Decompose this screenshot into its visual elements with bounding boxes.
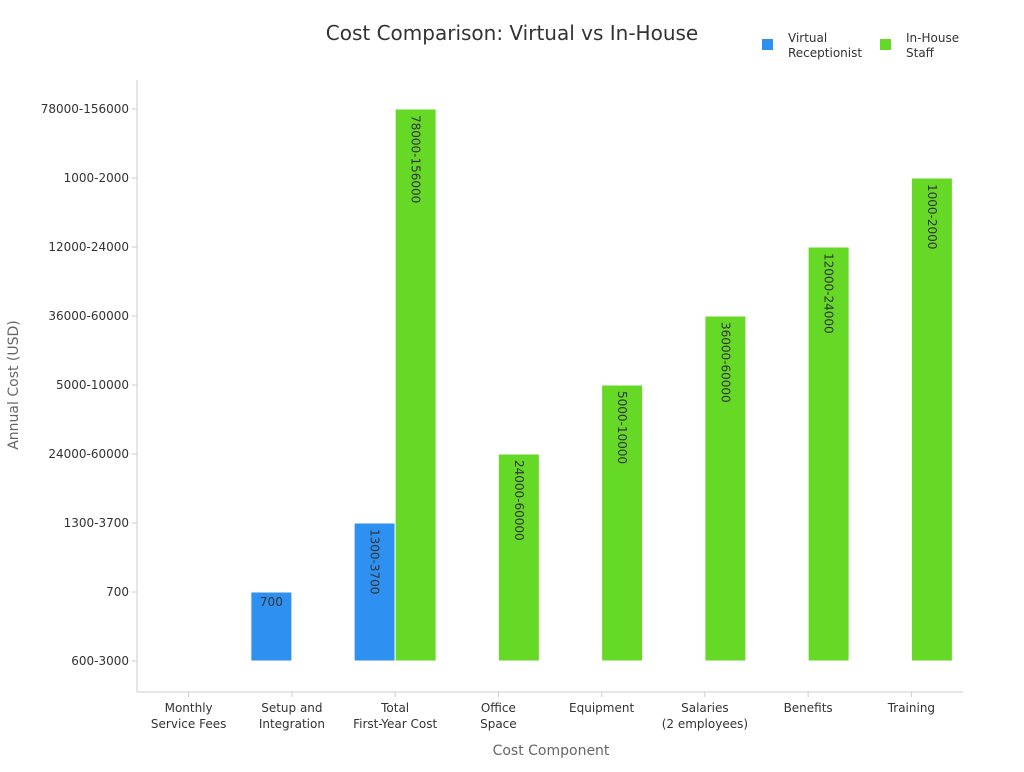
legend-swatch: [880, 39, 891, 50]
bar-inhouse: [497, 453, 540, 662]
y-tick-label: 78000-156000: [41, 102, 129, 116]
legend-label: Virtual Receptionist: [788, 31, 862, 60]
x-tick-label: Salaries (2 employees): [662, 701, 748, 731]
x-axis-label: Cost Component: [493, 743, 610, 759]
x-tick-label: Office Space: [480, 701, 517, 731]
bar-inhouse: [394, 108, 437, 662]
y-tick-label: 12000-24000: [48, 240, 129, 254]
bar-inhouse: [704, 315, 747, 662]
bar-value-label: 24000-60000: [512, 460, 526, 541]
chart-title: Cost Comparison: Virtual vs In-House: [326, 21, 698, 45]
y-tick-label: 1000-2000: [64, 171, 129, 185]
y-tick-label: 5000-10000: [56, 378, 129, 392]
bar-value-label: 5000-10000: [615, 391, 629, 464]
bar-value-label: 78000-156000: [409, 115, 423, 203]
bar-inhouse: [807, 246, 850, 662]
legend: Virtual Receptionist In-House Staff: [762, 31, 959, 60]
y-axis-ticks: 600-3000 700 1300-3700 24000-60000 5000-1000…: [41, 102, 137, 668]
y-tick-label: 700: [106, 585, 129, 599]
x-tick-label: Total First-Year Cost: [353, 701, 437, 731]
x-tick-label: Monthly Service Fees: [151, 701, 226, 731]
bar-inhouse: [601, 384, 644, 662]
legend-label: In-House Staff: [906, 31, 959, 60]
axes: [136, 80, 963, 693]
bar-value-label: 36000-60000: [718, 322, 732, 403]
bar-value-label: 12000-24000: [822, 253, 836, 334]
y-tick-label: 1300-3700: [64, 516, 129, 530]
x-tick-label: Setup and Integration: [259, 701, 325, 731]
y-tick-label: 600-3000: [71, 654, 129, 668]
bar-value-label: 700: [260, 595, 283, 609]
x-axis-ticks: Monthly Service Fees Setup and Integration T…: [151, 692, 935, 731]
legend-swatch: [762, 39, 773, 50]
x-tick-label: Training: [887, 701, 935, 715]
y-tick-label: 36000-60000: [48, 309, 129, 323]
bars: 700 1300-3700 78000-156000 24000-60000 5000-…: [250, 108, 953, 662]
bar-value-label: 1000-2000: [925, 184, 939, 249]
bar-value-label: 1300-3700: [368, 529, 382, 594]
bar-inhouse: [910, 177, 953, 662]
bar-virtual: [250, 591, 293, 662]
bar-virtual: [353, 522, 396, 662]
x-tick-label: Equipment: [569, 701, 634, 715]
y-tick-label: 24000-60000: [48, 447, 129, 461]
y-axis-label: Annual Cost (USD): [6, 320, 22, 450]
x-tick-label: Benefits: [784, 701, 833, 715]
